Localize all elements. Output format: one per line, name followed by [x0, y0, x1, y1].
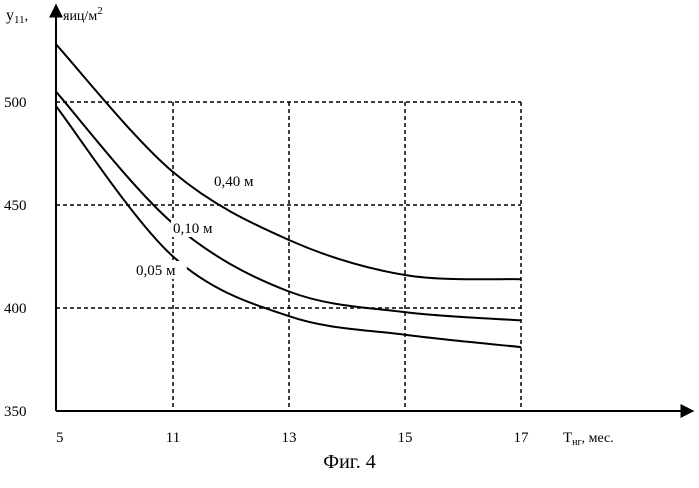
- series-label-0-10: 0,10 м: [173, 221, 213, 237]
- x-tick-label-5: 5: [56, 430, 64, 445]
- x-tick-label-13: 13: [282, 430, 297, 445]
- x-tick-label-15: 15: [398, 430, 413, 445]
- x-tick-label-11: 11: [166, 430, 180, 445]
- x-axis-unit: , мес.: [582, 431, 614, 445]
- y-axis-subscript: 11: [14, 14, 25, 26]
- x-axis-subscript: нг: [572, 437, 581, 445]
- y-axis-title: y11, яиц/м2: [6, 5, 103, 26]
- x-axis-symbol: T: [563, 430, 572, 445]
- y-tick-label-450: 450: [4, 198, 27, 214]
- y-axis-comma: ,: [25, 9, 29, 24]
- figure-caption: Фиг. 4: [0, 451, 699, 474]
- x-tick-labels: 5 11 13 15 17: [56, 430, 529, 445]
- y-tick-labels: 350 400 450 500: [4, 95, 27, 420]
- y-tick-label-350: 350: [4, 404, 27, 420]
- y-axis-symbol: y: [6, 7, 14, 24]
- series-line-0-05: [56, 106, 521, 347]
- y-axis-unit: яиц/м: [63, 9, 97, 24]
- x-axis-title: Tнг, мес.: [563, 430, 614, 445]
- series-label-0-40: 0,40 м: [214, 174, 254, 190]
- chart: 350 400 450 500 5 11 13 15 17 0,40 м 0,10 м 0,05 …: [0, 0, 699, 445]
- series-label-0-05: 0,05 м: [136, 263, 176, 279]
- series-labels: 0,40 м 0,10 м 0,05 м: [134, 172, 265, 279]
- y-tick-label-400: 400: [4, 301, 27, 317]
- grid: [56, 102, 521, 411]
- x-tick-label-17: 17: [514, 430, 530, 445]
- y-tick-label-500: 500: [4, 95, 27, 111]
- y-axis-unit-superscript: 2: [97, 5, 103, 17]
